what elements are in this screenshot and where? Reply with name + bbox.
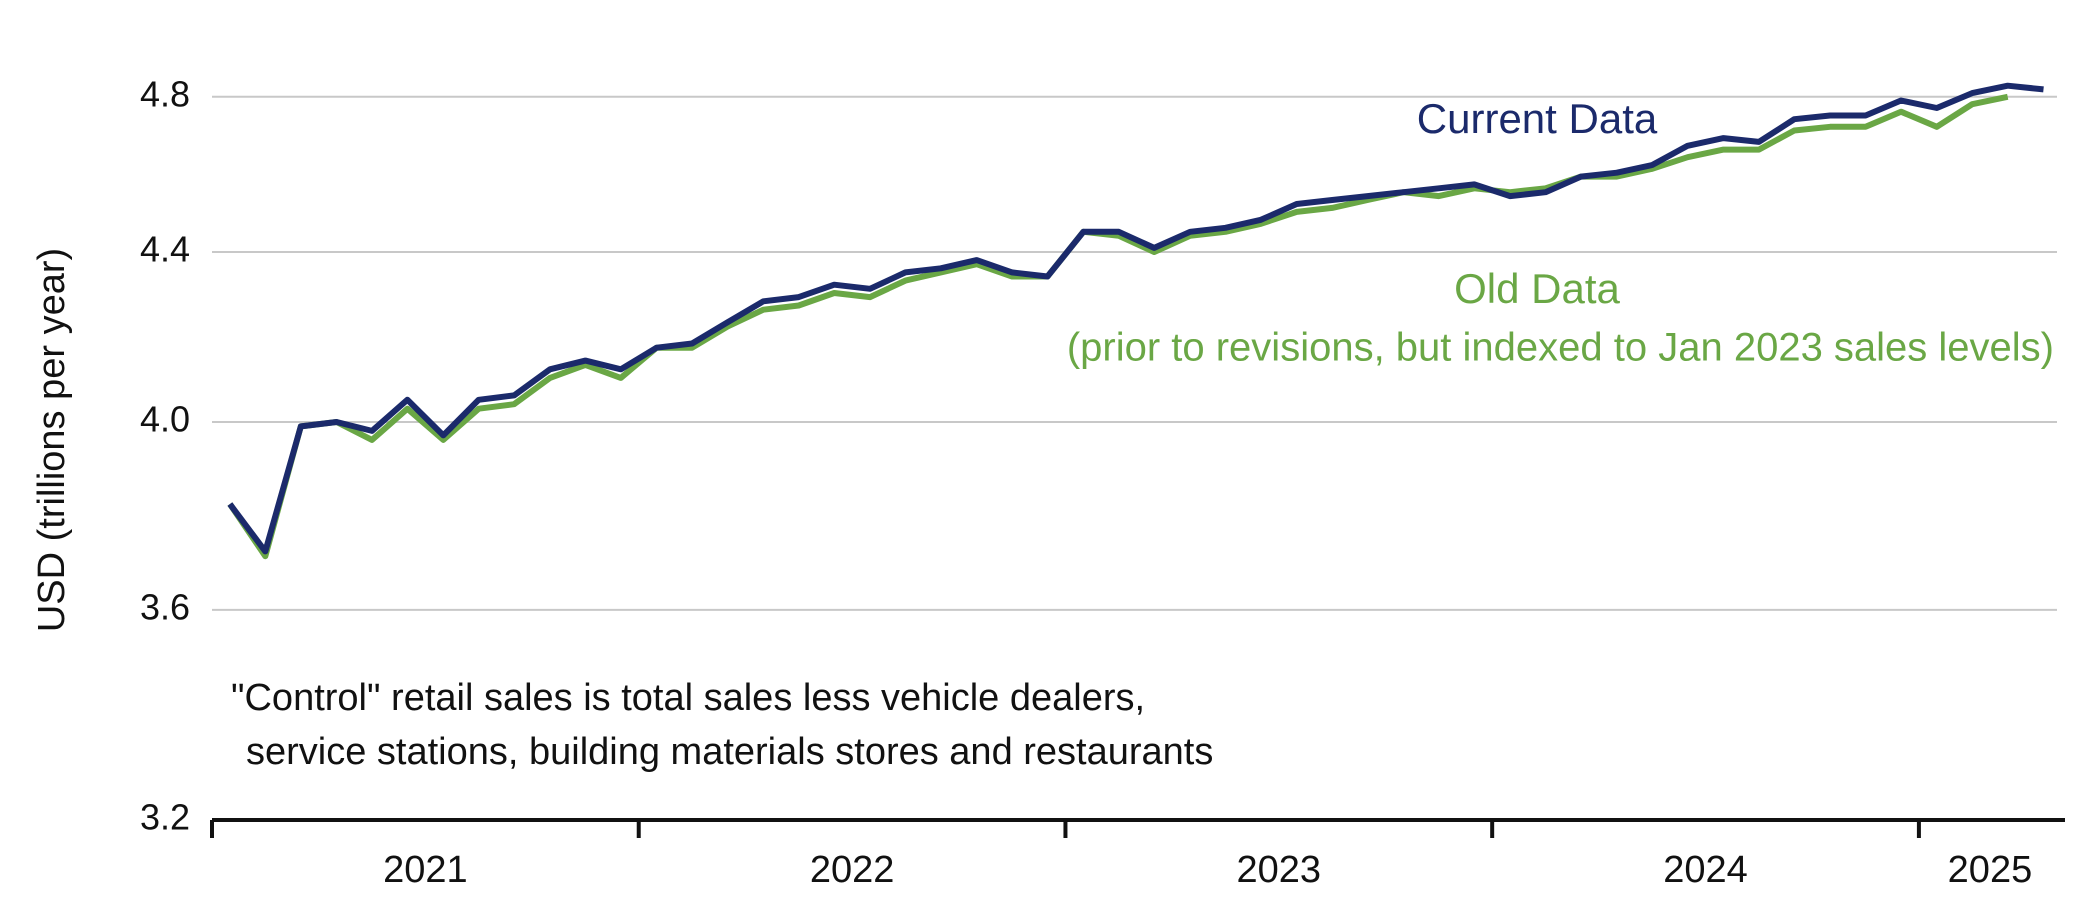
y-tick-label: 4.8 bbox=[140, 73, 190, 114]
y-tick-label: 4.0 bbox=[140, 398, 190, 439]
y-tick-label: 3.2 bbox=[140, 797, 190, 838]
annotation: (prior to revisions, but indexed to Jan … bbox=[1067, 326, 2054, 370]
y-tick-label: 3.6 bbox=[140, 586, 190, 627]
x-tick-label: 2025 bbox=[1948, 849, 2033, 891]
x-tick-label: 2021 bbox=[383, 849, 468, 891]
annotation: Current Data bbox=[1417, 95, 1658, 142]
y-tick-label: 4.4 bbox=[140, 228, 190, 269]
y-axis-label: USD (trillions per year) bbox=[31, 248, 73, 632]
x-tick-label: 2023 bbox=[1237, 849, 1322, 891]
x-tick-label: 2024 bbox=[1663, 849, 1748, 891]
series-line bbox=[227, 93, 2009, 560]
annotation: "Control" retail sales is total sales le… bbox=[231, 677, 1145, 719]
annotation: Old Data bbox=[1454, 265, 1620, 312]
annotation: service stations, building materials sto… bbox=[246, 731, 1213, 773]
series-line bbox=[227, 82, 2044, 555]
x-tick-label: 2022 bbox=[810, 849, 895, 891]
